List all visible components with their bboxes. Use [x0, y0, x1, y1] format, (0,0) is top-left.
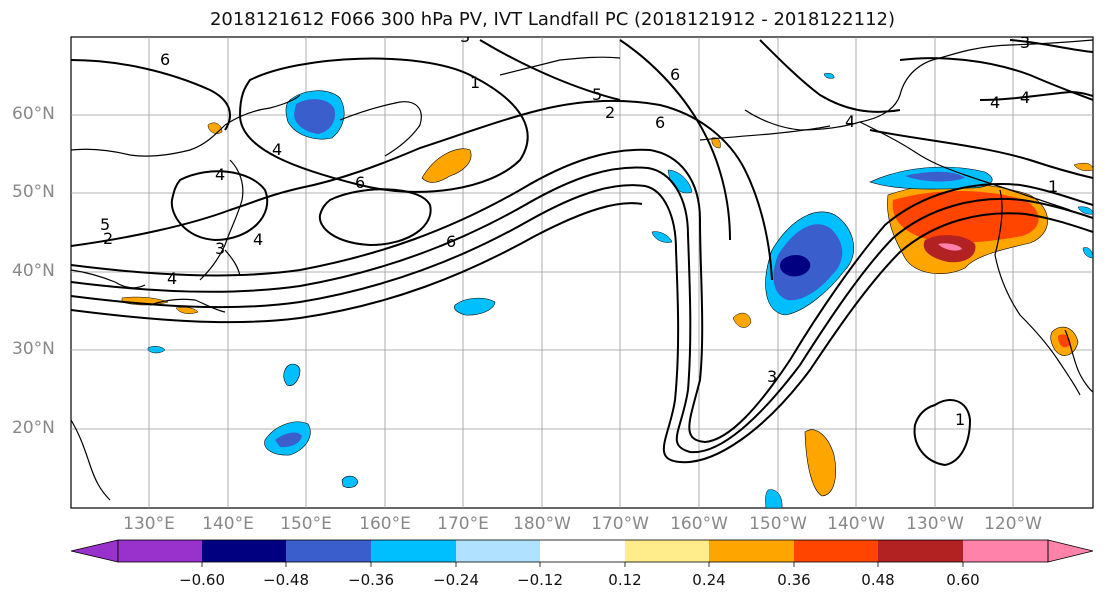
- longitude-label: 140°E: [202, 514, 254, 534]
- contour-label: 3: [460, 27, 470, 46]
- latitude-label: 20°N: [12, 418, 55, 438]
- contour-label: 3: [215, 239, 225, 258]
- contour-label: 3: [767, 367, 777, 386]
- longitude-label: 170°W: [591, 514, 649, 534]
- longitude-label: 160°E: [359, 514, 411, 534]
- map-title: 2018121612 F066 300 hPa PV, IVT Landfall…: [209, 9, 896, 30]
- colorbar-tick-label: 0.24: [692, 571, 726, 589]
- contour-label: 4: [215, 165, 225, 184]
- pv-shading: [121, 72, 1093, 508]
- contour-label: 2: [103, 229, 113, 248]
- colorbar-tick-label: −0.48: [263, 571, 309, 589]
- longitude-label: 150°W: [749, 514, 807, 534]
- latitude-label: 60°N: [12, 104, 55, 124]
- colorbar-tick-label: −0.36: [348, 571, 394, 589]
- contour-labels: 6 4 3 1 5 2 6 6 4 4 4 3 4 6 6 5 2 3 4 4: [100, 27, 1058, 429]
- map-panel: 6 4 3 1 5 2 6 6 4 4 4 3 4 6 6 5 2 3 4 4: [70, 27, 1094, 509]
- contour-label: 5: [592, 85, 602, 104]
- longitude-label: 170°E: [437, 514, 489, 534]
- colorbar-tick-label: 0.12: [608, 571, 642, 589]
- colorbar-tick-label: −0.12: [517, 571, 563, 589]
- longitude-label: 120°W: [984, 514, 1042, 534]
- longitude-label: 180°W: [513, 514, 571, 534]
- colorbar-tick-label: 0.48: [861, 571, 895, 589]
- contour-label: 6: [670, 65, 680, 84]
- contour-label: 1: [955, 410, 965, 429]
- contour-label: 2: [605, 103, 615, 122]
- contour-label: 6: [160, 50, 170, 69]
- colorbar-tick-label: −0.60: [179, 571, 225, 589]
- contour-label: 6: [355, 173, 365, 192]
- contour-label: 4: [990, 93, 1000, 112]
- contour-label: 5: [100, 215, 110, 234]
- longitude-label: 130°E: [123, 514, 175, 534]
- latitude-label: 40°N: [12, 261, 55, 281]
- coastlines: [71, 39, 1093, 501]
- contour-label: 1: [1048, 177, 1058, 196]
- colorbar-tick-label: −0.24: [433, 571, 479, 589]
- longitude-label: 160°W: [670, 514, 728, 534]
- contour-label: 1: [470, 73, 480, 92]
- colorbar: [70, 539, 1094, 567]
- contour-label: 3: [1020, 33, 1030, 52]
- colorbar-tick-label: 0.60: [946, 571, 980, 589]
- contour-label: 6: [446, 232, 456, 251]
- latitude-label: 50°N: [12, 182, 55, 202]
- contour-label: 4: [272, 140, 282, 159]
- longitude-label: 130°W: [906, 514, 964, 534]
- longitude-label: 140°W: [827, 514, 885, 534]
- colorbar-tick-label: 0.36: [777, 571, 811, 589]
- contour-label: 4: [845, 112, 855, 131]
- contour-label: 4: [253, 230, 263, 249]
- contour-label: 4: [1020, 88, 1030, 107]
- longitude-label: 150°E: [280, 514, 332, 534]
- ivt-contours: [71, 39, 1093, 467]
- contour-label: 6: [655, 113, 665, 132]
- latitude-label: 30°N: [12, 339, 55, 359]
- contour-label: 4: [167, 269, 177, 288]
